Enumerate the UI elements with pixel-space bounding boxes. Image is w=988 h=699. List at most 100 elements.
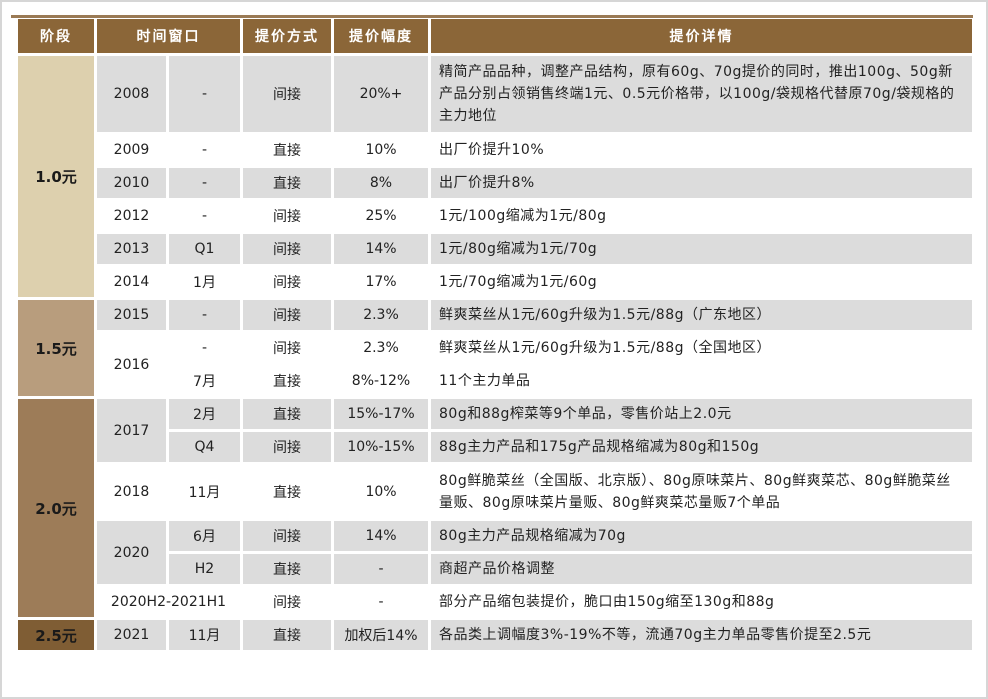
table-row: 2018 11月 直接 10% 80g鲜脆菜丝（全国版、北京版）、80g原味菜片、80g…: [18, 465, 972, 518]
window-cell: -: [201, 142, 208, 158]
header-amount: 提价幅度: [334, 19, 428, 53]
amount-cell: 10%: [365, 142, 397, 158]
table-row: H2 直接 - 商超产品价格调整: [18, 554, 972, 584]
year-cell: 2010: [97, 168, 166, 198]
amount-cell: 10%: [365, 483, 397, 500]
amount-cell: 2.3%: [334, 300, 428, 330]
method-cell: 直接: [273, 374, 301, 390]
table-row: 2010- 直接 8% 出厂价提升8%: [18, 168, 972, 198]
detail-cell: 1元/100g缩减为1元/80g: [439, 208, 607, 224]
amount-cell: -: [378, 594, 384, 610]
detail-cell: 精简产品品种，调整产品结构，原有60g、70g提价的同时，推出100g、50g新…: [431, 56, 972, 132]
window-cell: -: [169, 300, 240, 330]
window-cell: 6月: [169, 521, 240, 551]
method-cell: 间接: [243, 300, 331, 330]
method-cell: 直接: [273, 484, 301, 501]
detail-cell: 部分产品缩包装提价，脆口由150g缩至130g和88g: [439, 594, 775, 610]
detail-cell: 88g主力产品和175g产品规格缩减为80g和150g: [431, 432, 972, 462]
method-cell: 直接: [243, 399, 331, 429]
table-row: 2009 - 直接 10% 出厂价提升10%: [18, 135, 972, 165]
table-row: 7月 直接 8%-12% 11个主力单品: [18, 366, 972, 396]
year-cell: 2018: [113, 483, 150, 500]
year-cell: 2013: [97, 234, 166, 264]
detail-cell: 鲜爽菜丝从1元/60g升级为1.5元/88g（全国地区）: [439, 340, 772, 356]
detail-cell: 1元/70g缩减为1元/60g: [439, 274, 598, 290]
table-row: Q4 间接 10%-15% 88g主力产品和175g产品规格缩减为80g和150g: [18, 432, 972, 462]
window-cell: 2月: [169, 399, 240, 429]
year-cell: 2015: [97, 300, 166, 330]
method-cell: 间接: [273, 341, 301, 357]
year-cell: 2016: [113, 356, 150, 373]
amount-cell: 加权后14%: [334, 620, 428, 650]
window-cell: 7月: [193, 374, 216, 390]
amount-cell: 20%+: [334, 56, 428, 132]
detail-cell: 鲜爽菜丝从1元/60g升级为1.5元/88g（广东地区）: [431, 300, 972, 330]
header-detail: 提价详情: [431, 19, 972, 53]
stage-cell: 1.0元: [18, 56, 94, 297]
detail-cell: 11个主力单品: [439, 373, 531, 389]
method-cell: 间接: [243, 56, 331, 132]
stage-cell: 2.0元: [18, 399, 94, 617]
amount-cell: 15%-17%: [334, 399, 428, 429]
year-cell: 2021: [97, 620, 166, 650]
window-cell: H2: [169, 554, 240, 584]
amount-cell: 8%-12%: [351, 373, 411, 389]
window-cell: Q4: [169, 432, 240, 462]
window-cell: -: [201, 208, 208, 224]
amount-cell: 8%: [334, 168, 428, 198]
window-cell: -: [169, 56, 240, 132]
detail-cell: 80g主力产品规格缩减为70g: [431, 521, 972, 551]
method-cell: 间接: [273, 209, 301, 225]
detail-cell: 1元/80g缩减为1元/70g: [431, 234, 972, 264]
window-cell: 1月: [193, 275, 216, 291]
detail-cell: 80g鲜脆菜丝（全国版、北京版）、80g原味菜片、80g鲜爽菜芯、80g鲜脆菜丝…: [439, 472, 951, 511]
table-row: 2016 - 间接 2.3% 鲜爽菜丝从1元/60g升级为1.5元/88g（全国地区）: [18, 333, 972, 373]
amount-cell: 25%: [365, 208, 397, 224]
stage-cell: 2.5元: [18, 620, 94, 650]
stage-cell: 1.5元: [18, 300, 94, 396]
year-cell: 2020H2-2021H1: [110, 594, 227, 610]
method-cell: 直接: [243, 554, 331, 584]
year-cell: 2017: [97, 399, 166, 462]
year-cell: 2012: [113, 208, 150, 224]
amount-cell: 14%: [334, 234, 428, 264]
detail-cell: 出厂价提升8%: [431, 168, 972, 198]
method-cell: 间接: [243, 432, 331, 462]
method-cell: 间接: [273, 275, 301, 291]
table-row: 1.0元 2008- 间接 20%+ 精简产品品种，调整产品结构，原有60g、70g提价…: [18, 56, 972, 297]
header-stage: 阶段: [18, 19, 94, 53]
year-cell: 2008: [97, 56, 166, 132]
table-row: 2014 1月 间接 17% 1元/70g缩减为1元/60g: [18, 267, 972, 297]
detail-cell: 出厂价提升10%: [439, 142, 545, 158]
top-rule: [11, 15, 973, 18]
method-cell: 直接: [243, 168, 331, 198]
window-cell: -: [201, 340, 208, 356]
window-cell: 11月: [169, 620, 240, 650]
header-method: 提价方式: [243, 19, 331, 53]
window-cell: Q1: [169, 234, 240, 264]
detail-cell: 各品类上调幅度3%-19%不等，流通70g主力单品零售价提至2.5元: [431, 620, 972, 650]
table-row: 2013 Q1 间接 14% 1元/80g缩减为1元/70g: [18, 234, 972, 264]
year-cell: 2020: [97, 521, 166, 584]
table-row: 1.5元 2015- 间接 2.3% 鲜爽菜丝从1元/60g升级为1.5元/88g（广东…: [18, 300, 972, 396]
table-row: 2020 6月 间接 14% 80g主力产品规格缩减为70g: [18, 521, 972, 584]
window-cell: -: [169, 168, 240, 198]
table-row: 2012 - 间接 25% 1元/100g缩减为1元/80g: [18, 201, 972, 231]
method-cell: 间接: [243, 234, 331, 264]
year-cell: 2014: [113, 274, 150, 290]
detail-cell: 商超产品价格调整: [431, 554, 972, 584]
price-increase-table: 阶段 时间窗口 提价方式 提价幅度 提价详情 1.0元 2008- 间接 20%+ 精简…: [15, 16, 975, 653]
amount-cell: -: [334, 554, 428, 584]
table-row: 2020H2-2021H1 间接 - 部分产品缩包装提价，脆口由150g缩至130g和…: [18, 587, 972, 617]
amount-cell: 10%-15%: [334, 432, 428, 462]
detail-cell: 80g和88g榨菜等9个单品，零售价站上2.0元: [431, 399, 972, 429]
method-cell: 直接: [243, 620, 331, 650]
amount-cell: 2.3%: [363, 340, 399, 356]
header-row: 阶段 时间窗口 提价方式 提价幅度 提价详情: [18, 19, 972, 53]
header-window: 时间窗口: [97, 19, 240, 53]
method-cell: 直接: [273, 143, 301, 159]
amount-cell: 17%: [365, 274, 397, 290]
amount-cell: 14%: [334, 521, 428, 551]
table-row: 2.5元 2021 11月 直接 加权后14% 各品类上调幅度3%-19%不等，流通70g…: [18, 620, 972, 650]
year-cell: 2009: [113, 142, 150, 158]
